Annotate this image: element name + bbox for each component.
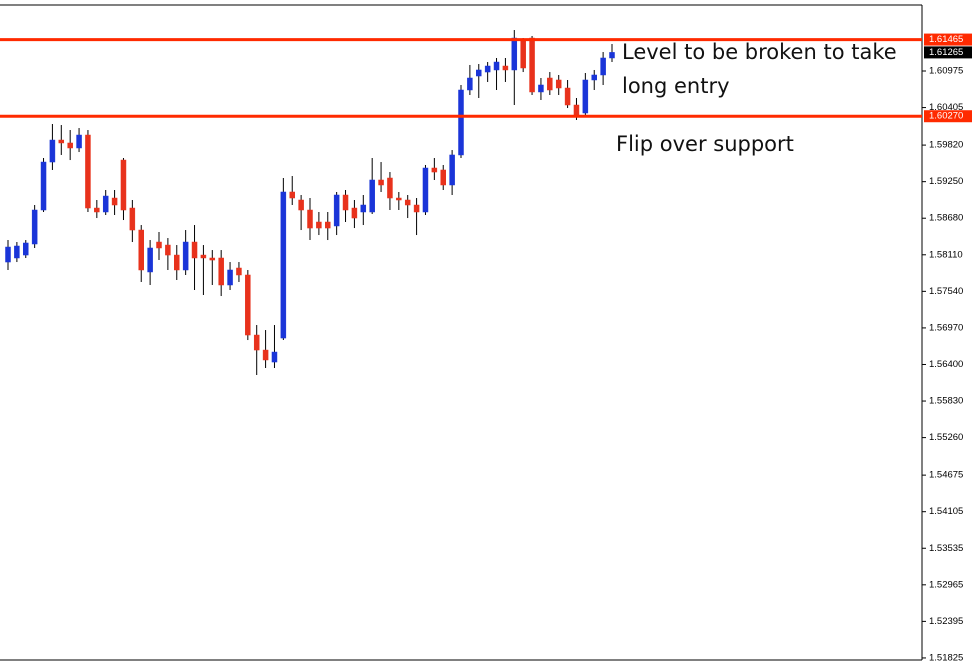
candle-body	[253, 334, 260, 351]
candle-body	[582, 79, 589, 114]
candle-body	[94, 207, 100, 213]
level-price-label: 1.60270	[929, 111, 963, 122]
candle-body	[449, 154, 455, 186]
current-price-label: 1.61265	[929, 47, 963, 58]
candle-body	[307, 209, 313, 229]
y-tick-label: 1.54105	[929, 506, 963, 517]
candle-body	[138, 229, 144, 271]
y-tick-label: 1.57540	[929, 286, 963, 297]
candle-body	[360, 204, 367, 213]
y-tick-label: 1.52965	[929, 579, 963, 590]
candle-body	[85, 134, 91, 209]
candle-body	[102, 195, 109, 213]
candle-body	[165, 244, 171, 256]
candle-body	[342, 194, 349, 211]
candle-body	[520, 39, 526, 69]
candle-body	[493, 61, 500, 71]
y-tick-label: 1.59250	[929, 176, 963, 187]
y-tick-label: 1.53535	[929, 543, 963, 554]
candle-body	[227, 269, 233, 286]
candle-body	[600, 57, 606, 76]
candle-body	[396, 197, 402, 201]
candle-body	[458, 89, 464, 156]
candle-body	[209, 257, 216, 261]
candle-body	[76, 134, 82, 149]
y-tick-label: 1.60975	[929, 66, 963, 77]
candle-body	[120, 159, 127, 211]
annotation: Level to be broken to take	[622, 40, 897, 64]
candle-body	[182, 241, 189, 271]
candle-body	[440, 169, 446, 186]
candle-body	[262, 349, 269, 361]
candle-body	[547, 77, 553, 91]
candle-body	[111, 197, 118, 206]
y-tick-label: 1.56970	[929, 322, 963, 333]
candle-body	[404, 199, 411, 206]
candle-body	[467, 77, 473, 91]
y-tick-label: 1.58110	[929, 249, 963, 260]
candle-body	[511, 37, 518, 71]
candle-body	[218, 257, 224, 286]
candle-body	[191, 241, 198, 259]
y-tick-label: 1.54675	[929, 470, 963, 481]
candle-body	[564, 87, 571, 106]
candle-body	[174, 254, 180, 271]
candle-body	[529, 37, 535, 93]
candle-body	[573, 104, 580, 116]
candle-body	[502, 65, 509, 71]
y-tick-label: 1.59820	[929, 140, 963, 151]
candle-body	[387, 177, 393, 199]
level-price-box	[924, 33, 972, 46]
candle-body	[200, 254, 207, 259]
candle-body	[5, 246, 11, 263]
candle-body	[413, 204, 420, 213]
candle-body	[271, 351, 278, 363]
candle-body	[555, 79, 562, 89]
candle-body	[351, 207, 358, 219]
candle-body	[289, 191, 295, 199]
candle-body	[31, 209, 38, 245]
level-price-label: 1.61465	[929, 34, 963, 45]
candle-body	[245, 274, 251, 336]
candle-body	[484, 65, 491, 73]
candle-body	[14, 245, 20, 259]
candle-body	[23, 242, 29, 256]
candle-body	[591, 74, 597, 81]
candle-body	[40, 161, 47, 211]
candle-body	[280, 191, 287, 339]
candle-body	[67, 142, 73, 149]
candle-body	[236, 267, 242, 276]
y-tick-label: 1.58680	[929, 213, 963, 224]
y-tick-label: 1.51825	[929, 652, 963, 663]
level-price-box	[924, 110, 972, 123]
candle-body	[316, 221, 322, 229]
candle-body	[333, 194, 340, 227]
candle-body	[325, 221, 331, 229]
candle-body	[422, 167, 429, 213]
candle-body	[58, 139, 65, 144]
annotation: Flip over support	[616, 132, 794, 156]
candle-body	[476, 69, 482, 77]
candle-body	[538, 84, 544, 93]
y-tick-label: 1.55260	[929, 432, 963, 443]
y-tick-label: 1.55830	[929, 396, 963, 407]
candle-body	[156, 241, 162, 249]
candle-body	[298, 199, 304, 211]
y-tick-label: 1.52395	[929, 616, 963, 627]
candle-body	[369, 179, 375, 213]
candle-body	[431, 167, 438, 173]
candle-body	[378, 179, 384, 186]
y-tick-label: 1.60405	[929, 102, 963, 113]
candle-body	[147, 247, 153, 273]
candle-body	[49, 139, 56, 163]
candle-body	[129, 207, 136, 231]
annotation: long entry	[622, 74, 730, 98]
current-price-box	[924, 46, 972, 59]
y-tick-label: 1.56400	[929, 359, 963, 370]
candle-body	[609, 52, 615, 59]
